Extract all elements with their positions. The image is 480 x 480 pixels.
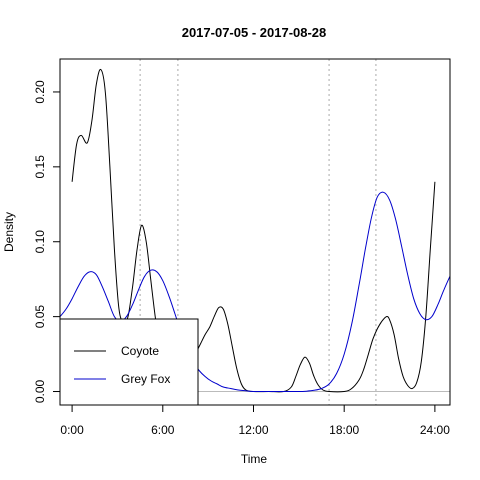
chart-title: 2017-07-05 - 2017-08-28 (182, 25, 327, 40)
y-tick-label: 0.20 (33, 80, 47, 104)
x-tick-label: 18:00 (329, 423, 359, 437)
legend: Coyote Grey Fox (60, 319, 198, 405)
y-tick-label: 0.00 (33, 379, 47, 403)
x-tick-label: 0:00 (60, 423, 84, 437)
x-axis-label: Time (241, 452, 268, 466)
x-tick-label: 6:00 (151, 423, 175, 437)
y-axis-label: Density (2, 212, 16, 252)
legend-label-grey-fox: Grey Fox (121, 372, 170, 386)
x-axis: 0:00 6:00 12:00 18:00 24:00 (60, 405, 450, 437)
legend-label-coyote: Coyote (121, 344, 159, 358)
y-tick-label: 0.05 (33, 305, 47, 329)
y-tick-label: 0.15 (33, 155, 47, 179)
y-axis: 0.00 0.05 0.10 0.15 0.20 (33, 80, 60, 403)
x-tick-label: 12:00 (238, 423, 268, 437)
x-tick-label: 24:00 (420, 423, 450, 437)
y-tick-label: 0.10 (33, 230, 47, 254)
legend-box (60, 319, 198, 405)
